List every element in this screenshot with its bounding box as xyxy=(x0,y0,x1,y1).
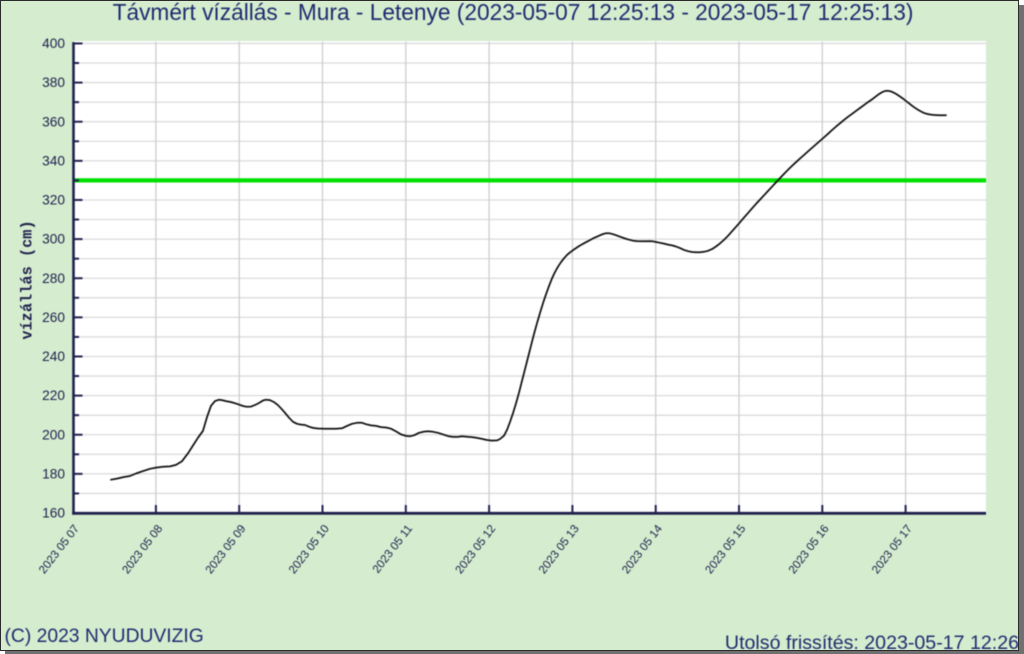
svg-text:280: 280 xyxy=(42,271,65,286)
svg-text:180: 180 xyxy=(42,466,65,481)
svg-text:Utolsó frissítés: 2023-05-17 1: Utolsó frissítés: 2023-05-17 12:26 xyxy=(725,632,1019,651)
svg-text:2023 05 12: 2023 05 12 xyxy=(453,522,499,576)
svg-text:2023 05 14: 2023 05 14 xyxy=(619,522,665,576)
svg-text:2023 05 10: 2023 05 10 xyxy=(286,522,332,576)
svg-text:380: 380 xyxy=(42,75,65,90)
svg-text:vízállás (cm): vízállás (cm) xyxy=(19,220,37,339)
svg-text:300: 300 xyxy=(42,232,65,247)
svg-text:320: 320 xyxy=(42,193,65,208)
svg-text:2023 05 09: 2023 05 09 xyxy=(203,522,249,576)
svg-text:240: 240 xyxy=(42,349,65,364)
svg-text:200: 200 xyxy=(42,427,65,442)
svg-text:2023 05 16: 2023 05 16 xyxy=(786,522,832,576)
svg-text:360: 360 xyxy=(42,114,65,129)
svg-text:260: 260 xyxy=(42,310,65,325)
svg-text:2023 05 07: 2023 05 07 xyxy=(36,522,82,576)
svg-text:2023 05 11: 2023 05 11 xyxy=(370,522,415,575)
svg-text:340: 340 xyxy=(42,153,65,168)
svg-text:160: 160 xyxy=(42,506,65,521)
svg-text:(C) 2023 NYUDUVIZIG: (C) 2023 NYUDUVIZIG xyxy=(5,626,204,647)
svg-text:Távmért vízállás - Mura - Lete: Távmért vízállás - Mura - Letenye (2023-… xyxy=(113,0,914,25)
svg-text:220: 220 xyxy=(42,388,65,403)
svg-text:2023 05 15: 2023 05 15 xyxy=(703,522,749,576)
svg-text:2023 05 17: 2023 05 17 xyxy=(869,522,915,576)
svg-text:2023 05 08: 2023 05 08 xyxy=(120,522,166,576)
svg-text:2023 05 13: 2023 05 13 xyxy=(536,522,582,576)
svg-text:400: 400 xyxy=(42,36,65,51)
